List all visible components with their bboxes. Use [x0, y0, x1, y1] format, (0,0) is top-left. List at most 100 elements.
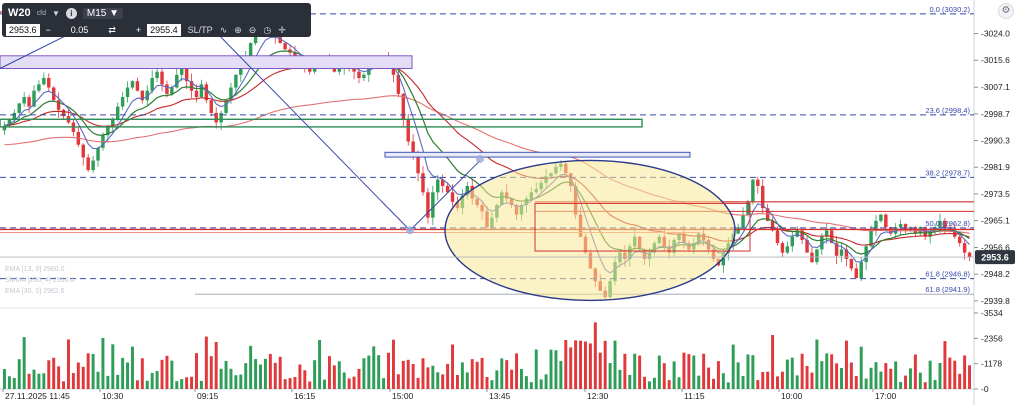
indicator-legend-smma200: SMMA [200, 4] 2966.4 [5, 277, 74, 284]
info-icon[interactable]: i [65, 7, 77, 19]
volume-bar [579, 340, 583, 389]
candle-body [96, 147, 100, 161]
candle-body [337, 68, 342, 72]
volume-bar [121, 357, 125, 389]
volume-bar [825, 353, 829, 389]
volume-bar [785, 359, 789, 389]
volume-bar [7, 376, 11, 389]
volume-bar [726, 382, 730, 389]
candle-body [56, 100, 61, 110]
candle-body [170, 87, 174, 94]
swap-icon[interactable]: ⇄ [108, 24, 116, 35]
lot-plus-button[interactable]: + [135, 24, 142, 35]
volume-bar [81, 366, 85, 389]
volume-bar [756, 380, 760, 389]
candle-body [278, 36, 282, 44]
volume-bar [76, 362, 80, 389]
indicator-legend-ema30: EMA [30, 0] 2962.6 [5, 288, 65, 295]
indicator-legend-ema13: EMA [13, 9] 2960.0 [5, 266, 65, 273]
volume-bar [170, 360, 174, 389]
volume-bar [106, 375, 110, 389]
volume-bar [372, 346, 376, 389]
volume-bar [899, 382, 903, 389]
timeframe-selector[interactable]: M15 ▼ [82, 7, 124, 19]
crosshair-icon[interactable]: ✛ [278, 24, 286, 35]
candle-body [844, 249, 849, 259]
volume-bar [401, 360, 405, 389]
sltp-button[interactable]: SL/TP [187, 25, 213, 35]
zoom-out-icon[interactable]: ⊖ [248, 24, 257, 35]
candle-body [165, 84, 169, 94]
volume-bar [948, 357, 952, 389]
bid-price[interactable]: 2953.6 [6, 24, 40, 36]
volume-bar [623, 353, 627, 389]
volume-bar [790, 357, 794, 389]
volume-bar [584, 341, 587, 389]
candle-body [825, 230, 829, 237]
candle-body [396, 74, 401, 94]
candle-body [839, 249, 844, 256]
candle-body [721, 252, 726, 266]
price-tick-label: -2956.6 [981, 243, 1010, 253]
volume-bar [529, 382, 533, 389]
volume-bar [643, 376, 647, 389]
candle-body [7, 119, 12, 126]
volume-bar [86, 353, 90, 389]
candle-body [253, 33, 258, 44]
candle-body [426, 192, 430, 218]
price-tick-label: -2965.1 [981, 216, 1010, 226]
settings-gear-icon[interactable]: ⚙ [998, 3, 1014, 19]
volume-bar [505, 360, 509, 389]
candle-body [884, 214, 888, 228]
volume-bar [795, 375, 799, 389]
time-tick-label: 12:30 [587, 391, 609, 401]
volume-bar [111, 344, 115, 389]
clock-icon[interactable]: ◷ [263, 24, 272, 35]
candle-body [47, 78, 51, 88]
zoom-in-icon[interactable]: ⊕ [234, 24, 242, 35]
volume-bar [840, 367, 843, 389]
volume-bar [741, 376, 745, 389]
volume-bar [57, 366, 61, 389]
volume-bar [480, 357, 484, 389]
lot-minus-button[interactable]: − [45, 24, 51, 35]
volume-bar [953, 360, 957, 389]
volume-bar [859, 346, 863, 389]
volume-bar [918, 372, 922, 389]
time-tick-label: 27.11.2025 11:45 [5, 391, 70, 401]
candle-body [175, 74, 179, 88]
volume-bar [879, 371, 883, 389]
candle-body [248, 43, 253, 56]
volume-bar [268, 353, 272, 389]
volume-bar [52, 357, 56, 389]
volume-bar [613, 340, 617, 389]
volume-bar [712, 378, 715, 389]
ask-price[interactable]: 2955.4 [147, 24, 181, 36]
volume-bar [175, 381, 179, 389]
fib-level-label: 61.8 (2941.9) [925, 285, 970, 294]
candle-body [790, 236, 795, 247]
volume-tick-label: -1178 [981, 359, 1002, 369]
volume-bar [396, 374, 400, 389]
lot-size-input[interactable]: 0.05 [70, 24, 89, 35]
volume-bar [126, 362, 130, 389]
volume-bar [239, 374, 243, 389]
symbol-name[interactable]: W20 [8, 7, 31, 19]
indicator-label: EMA [13, 9] 2960.0 [5, 266, 65, 273]
candle-body [219, 112, 223, 123]
volume-bar [618, 369, 622, 389]
candle-body [81, 144, 85, 158]
symbol-chevron-down-icon[interactable]: ▼ [51, 8, 60, 18]
candle-body [189, 81, 194, 91]
resistance-zone [0, 55, 413, 69]
candle-body [27, 97, 31, 107]
candle-body [436, 179, 440, 193]
indicator-line-icon[interactable]: ∿ [219, 24, 228, 35]
ma-line-smma200 [4, 95, 970, 234]
volume-bar [47, 360, 51, 389]
volume-bar [145, 380, 149, 389]
volume-bar [180, 379, 184, 389]
candle-body [785, 246, 790, 253]
volume-bar [135, 380, 139, 389]
